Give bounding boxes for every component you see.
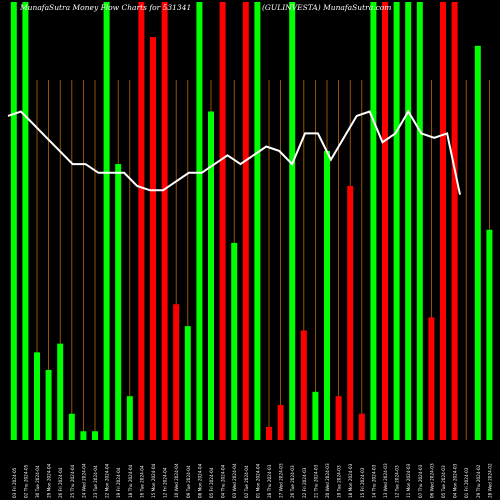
bar-22/03/2024 — [173, 304, 180, 440]
x-tick-label: 15 Mon 2024-04 — [151, 463, 156, 498]
bar-04/03/2024 — [22, 2, 29, 440]
x-tick-label: 13 Wed 2024-03 — [383, 463, 388, 498]
x-axis-tick-labels: 03 Fri 2024-05 02 Thu 2024-05 30 Tue 2024-… — [12, 463, 493, 498]
bar-01/03/2024 — [10, 2, 17, 440]
bar-12/03/2024 — [80, 431, 87, 440]
x-tick-label: 10 Wed 2024-04 — [174, 463, 179, 498]
bar-30/04/2024 — [440, 2, 446, 440]
bar-26/03/2024 — [184, 326, 191, 440]
x-tick-label: 05 Tue 2024-03 — [441, 465, 446, 498]
x-tick-label: 02 Tue 2024-04 — [244, 465, 249, 498]
bar-18/03/2024 — [126, 396, 133, 440]
bar-06/05/2024 — [474, 45, 481, 441]
bar-05/04/2024 — [266, 426, 272, 440]
bar-15/04/2024 — [324, 150, 330, 441]
x-tick-label: 27 Wed 2024-03 — [279, 463, 284, 498]
x-tick-label: 07 Thu 2024-03 — [418, 464, 423, 498]
bar-04/04/2024 — [254, 2, 261, 440]
x-tick-label: 28 Thu 2024-03 — [267, 464, 272, 498]
bar-09/04/2024 — [289, 2, 296, 440]
bar-18/04/2024 — [347, 185, 354, 440]
chart-subtitle: (GULINVESTA) MunafaSutra.com — [262, 3, 392, 12]
bar-19/03/2024 — [138, 2, 145, 440]
x-tick-label: 01 Mon 2024-04 — [255, 463, 260, 498]
x-tick-label: 25 Thu 2024-04 — [70, 464, 75, 498]
x-tick-label: 19 Tue 2024-03 — [337, 465, 342, 498]
x-tick-label: 18 Thu 2024-04 — [128, 464, 133, 498]
bar-28/03/2024 — [208, 111, 214, 440]
bar-08/04/2024 — [277, 404, 284, 440]
bar-07/05/2024 — [486, 229, 493, 440]
x-tick-label: 18 Mon 2024-03 — [348, 463, 353, 498]
bar-21/03/2024 — [161, 2, 168, 440]
x-tick-label: 04 Mon 2024-03 — [453, 463, 458, 498]
bar-12/04/2024 — [312, 391, 319, 440]
bar-20/03/2024 — [150, 37, 156, 440]
bar-10/04/2024 — [300, 330, 307, 440]
x-tick-label: 04 Thu 2024-04 — [221, 464, 226, 498]
x-tick-label: 15 Fri 2024-03 — [360, 467, 365, 498]
x-tick-label: 01 Fri 2024-03 — [464, 467, 469, 498]
x-tick-label: 29 Thu 2024-02 — [476, 464, 481, 498]
x-tick-label: 24 Wed 2024-04 — [81, 463, 86, 498]
x-tick-label: 09 Tue 2024-04 — [186, 465, 191, 498]
x-tick-label: 19 Fri 2024-04 — [116, 467, 121, 498]
bar-15/03/2024 — [115, 164, 122, 440]
money-flow-line-series — [7, 109, 461, 195]
x-tick-label: 16 Tue 2024-04 — [139, 465, 144, 498]
bar-05/03/2024 — [34, 352, 40, 440]
x-tick-label: 23 Tue 2024-04 — [93, 465, 98, 498]
bar-22/04/2024 — [370, 2, 377, 440]
bar-series — [10, 2, 493, 441]
bar-01/04/2024 — [219, 2, 226, 440]
bar-11/03/2024 — [68, 413, 75, 440]
bar-02/05/2024 — [451, 2, 458, 440]
bar-19/04/2024 — [358, 413, 365, 440]
bar-13/03/2024 — [92, 431, 98, 440]
bar-07/03/2024 — [57, 343, 64, 440]
x-tick-label: 26 Tue 2024-03 — [290, 465, 295, 498]
bar-23/04/2024 — [382, 2, 388, 440]
x-tick-label: 22 Fri 2024-03 — [302, 467, 307, 498]
bar-02/04/2024 — [231, 242, 238, 440]
bar-29/04/2024 — [428, 317, 435, 440]
x-tick-label: 05 Fri 2024-04 — [209, 467, 214, 498]
x-tick-label: 06 Wed 2024-03 — [429, 463, 434, 498]
bar-03/04/2024 — [242, 2, 249, 440]
x-tick-label: 26 Fri 2024-04 — [58, 467, 63, 498]
bar-16/04/2024 — [335, 396, 342, 440]
x-tick-label: 12 Fri 2024-04 — [163, 467, 168, 498]
bar-24/04/2024 — [393, 2, 400, 440]
x-tick-label: 29 Mon 2024-04 — [47, 463, 52, 498]
x-tick-label: 12 Tue 2024-03 — [395, 465, 400, 498]
x-tick-label: 03 Fri 2024-05 — [12, 467, 17, 498]
x-tick-label: 28 Wed 2024-02 — [487, 463, 492, 498]
x-tick-label: 03 Wed 2024-04 — [232, 463, 237, 498]
bar-14/03/2024 — [103, 2, 110, 440]
x-tick-label: 20 Wed 2024-03 — [325, 463, 330, 498]
x-tick-label: 22 Mon 2024-04 — [105, 463, 110, 498]
money-flow-line — [7, 109, 461, 195]
chart-title: MunafaSutra Money Flow Charts for 531341 — [20, 3, 192, 12]
bar-25/04/2024 — [405, 2, 412, 440]
x-tick-label: 02 Thu 2024-05 — [23, 464, 28, 498]
bar-06/03/2024 — [45, 369, 52, 440]
x-tick-label: 11 Mon 2024-03 — [406, 463, 411, 498]
x-tick-label: 21 Thu 2024-03 — [313, 464, 318, 498]
x-tick-label: 08 Mon 2024-04 — [197, 463, 202, 498]
bar-26/04/2024 — [416, 2, 423, 440]
x-tick-label: 30 Tue 2024-04 — [35, 465, 40, 498]
bar-27/03/2024 — [196, 2, 203, 440]
x-tick-label: 14 Thu 2024-03 — [371, 464, 376, 498]
